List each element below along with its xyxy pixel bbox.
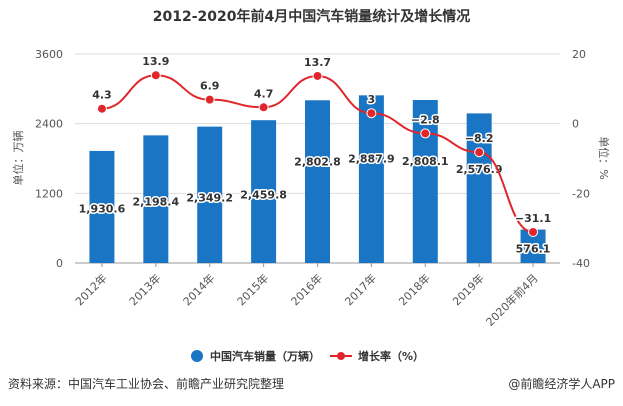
bar-data-label: 2,802.8	[294, 155, 341, 168]
bar-data-label: 576.1	[516, 243, 551, 256]
growth-data-label: 4.3	[92, 89, 112, 102]
y-tick-label: 0	[56, 257, 63, 270]
y2-tick-label: -20	[572, 187, 590, 200]
bar	[251, 120, 277, 263]
x-tick-label: 2018年	[396, 271, 433, 308]
bar-data-label: 2,349.2	[186, 192, 233, 205]
growth-point	[150, 70, 161, 81]
y2-axis-label: 单位：%	[597, 136, 611, 179]
growth-point	[366, 108, 377, 119]
legend-bar-marker	[191, 350, 203, 362]
legend-line-dot	[337, 352, 345, 360]
y2-tick-label: 20	[572, 48, 586, 61]
growth-data-label: −31.1	[515, 212, 551, 225]
bar	[197, 126, 223, 263]
source-note: 资料来源：中国汽车工业协会、前瞻产业研究院整理	[8, 377, 285, 391]
growth-data-label: 6.9	[200, 80, 220, 93]
x-tick-label: 2016年	[288, 271, 325, 308]
y-tick-label: 3600	[35, 48, 63, 61]
growth-point	[420, 128, 431, 139]
x-tick-label: 2013年	[126, 271, 163, 308]
growth-data-label: 4.7	[254, 87, 274, 100]
x-tick-label: 2017年	[342, 271, 379, 308]
growth-data-label: 13.9	[142, 55, 169, 68]
bar	[412, 99, 438, 263]
growth-point	[528, 226, 539, 237]
bar-data-label: 1,930.6	[79, 203, 126, 216]
growth-point	[204, 94, 215, 105]
y2-tick-label: 0	[572, 118, 579, 131]
growth-point	[96, 103, 107, 114]
legend-bar-label: 中国汽车销量（万辆）	[210, 349, 320, 363]
chart-title: 2012-2020年前4月中国汽车销量统计及增长情况	[152, 9, 471, 25]
bar-data-label: 2,198.4	[133, 196, 180, 209]
growth-data-label: 13.7	[304, 56, 331, 69]
bar-data-label: 2,808.1	[402, 155, 449, 168]
y-tick-label: 2400	[35, 118, 63, 131]
x-tick-label: 2014年	[180, 271, 217, 308]
bar	[358, 95, 384, 263]
bar-data-label: 2,576.9	[456, 163, 503, 176]
y2-tick-label: -40	[572, 257, 590, 270]
x-tick-label: 2019年	[449, 271, 486, 308]
growth-point	[474, 147, 485, 158]
y-tick-label: 1200	[35, 187, 63, 200]
x-tick-label: 2012年	[72, 271, 109, 308]
legend-line-label: 增长率（%）	[358, 349, 424, 363]
y-axis-label: 单位：万辆	[11, 131, 25, 186]
growth-data-label: 3	[368, 93, 376, 106]
bar-data-label: 2,887.9	[348, 152, 395, 165]
bar	[305, 100, 330, 263]
growth-point	[312, 70, 323, 81]
brand-credit: @前瞻经济学人APP	[508, 377, 615, 391]
bar-data-label: 2,459.8	[240, 189, 287, 202]
bar	[143, 135, 169, 263]
bar	[89, 150, 115, 263]
growth-point	[258, 102, 269, 113]
growth-data-label: −8.2	[465, 132, 494, 145]
x-tick-label: 2020年前4月	[483, 271, 541, 329]
bar	[466, 113, 492, 263]
x-tick-label: 2015年	[234, 271, 271, 308]
growth-data-label: −2.8	[411, 113, 440, 126]
